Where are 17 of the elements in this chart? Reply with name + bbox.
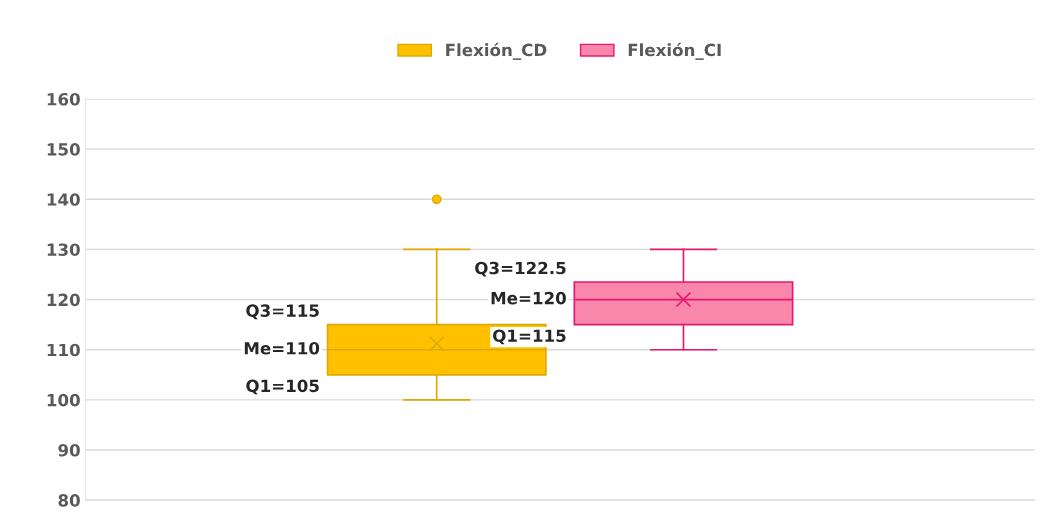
annotation: Q3=115 bbox=[246, 304, 319, 320]
y-tick-label: 150 bbox=[47, 143, 80, 156]
y-tick-label: 80 bbox=[58, 494, 80, 507]
y-tick-label: 90 bbox=[58, 443, 80, 457]
y-tick-label: 110 bbox=[47, 343, 80, 357]
annotation: Me=110 bbox=[244, 341, 320, 355]
annotation: Q1=115 bbox=[493, 329, 566, 345]
legend-label: Flexión_CI bbox=[628, 42, 721, 60]
y-tick-label: 140 bbox=[47, 193, 80, 206]
annotation: Q1=105 bbox=[246, 379, 319, 395]
y-tick-label: 130 bbox=[47, 243, 80, 256]
annotation: Q3=122.5 bbox=[475, 261, 566, 277]
y-tick-label: 160 bbox=[47, 92, 80, 106]
y-tick-label: 100 bbox=[47, 393, 80, 407]
y-tick-label: 120 bbox=[47, 293, 80, 307]
legend-label: Flexión_CD bbox=[446, 42, 547, 60]
annotation: Me=120 bbox=[491, 291, 566, 305]
